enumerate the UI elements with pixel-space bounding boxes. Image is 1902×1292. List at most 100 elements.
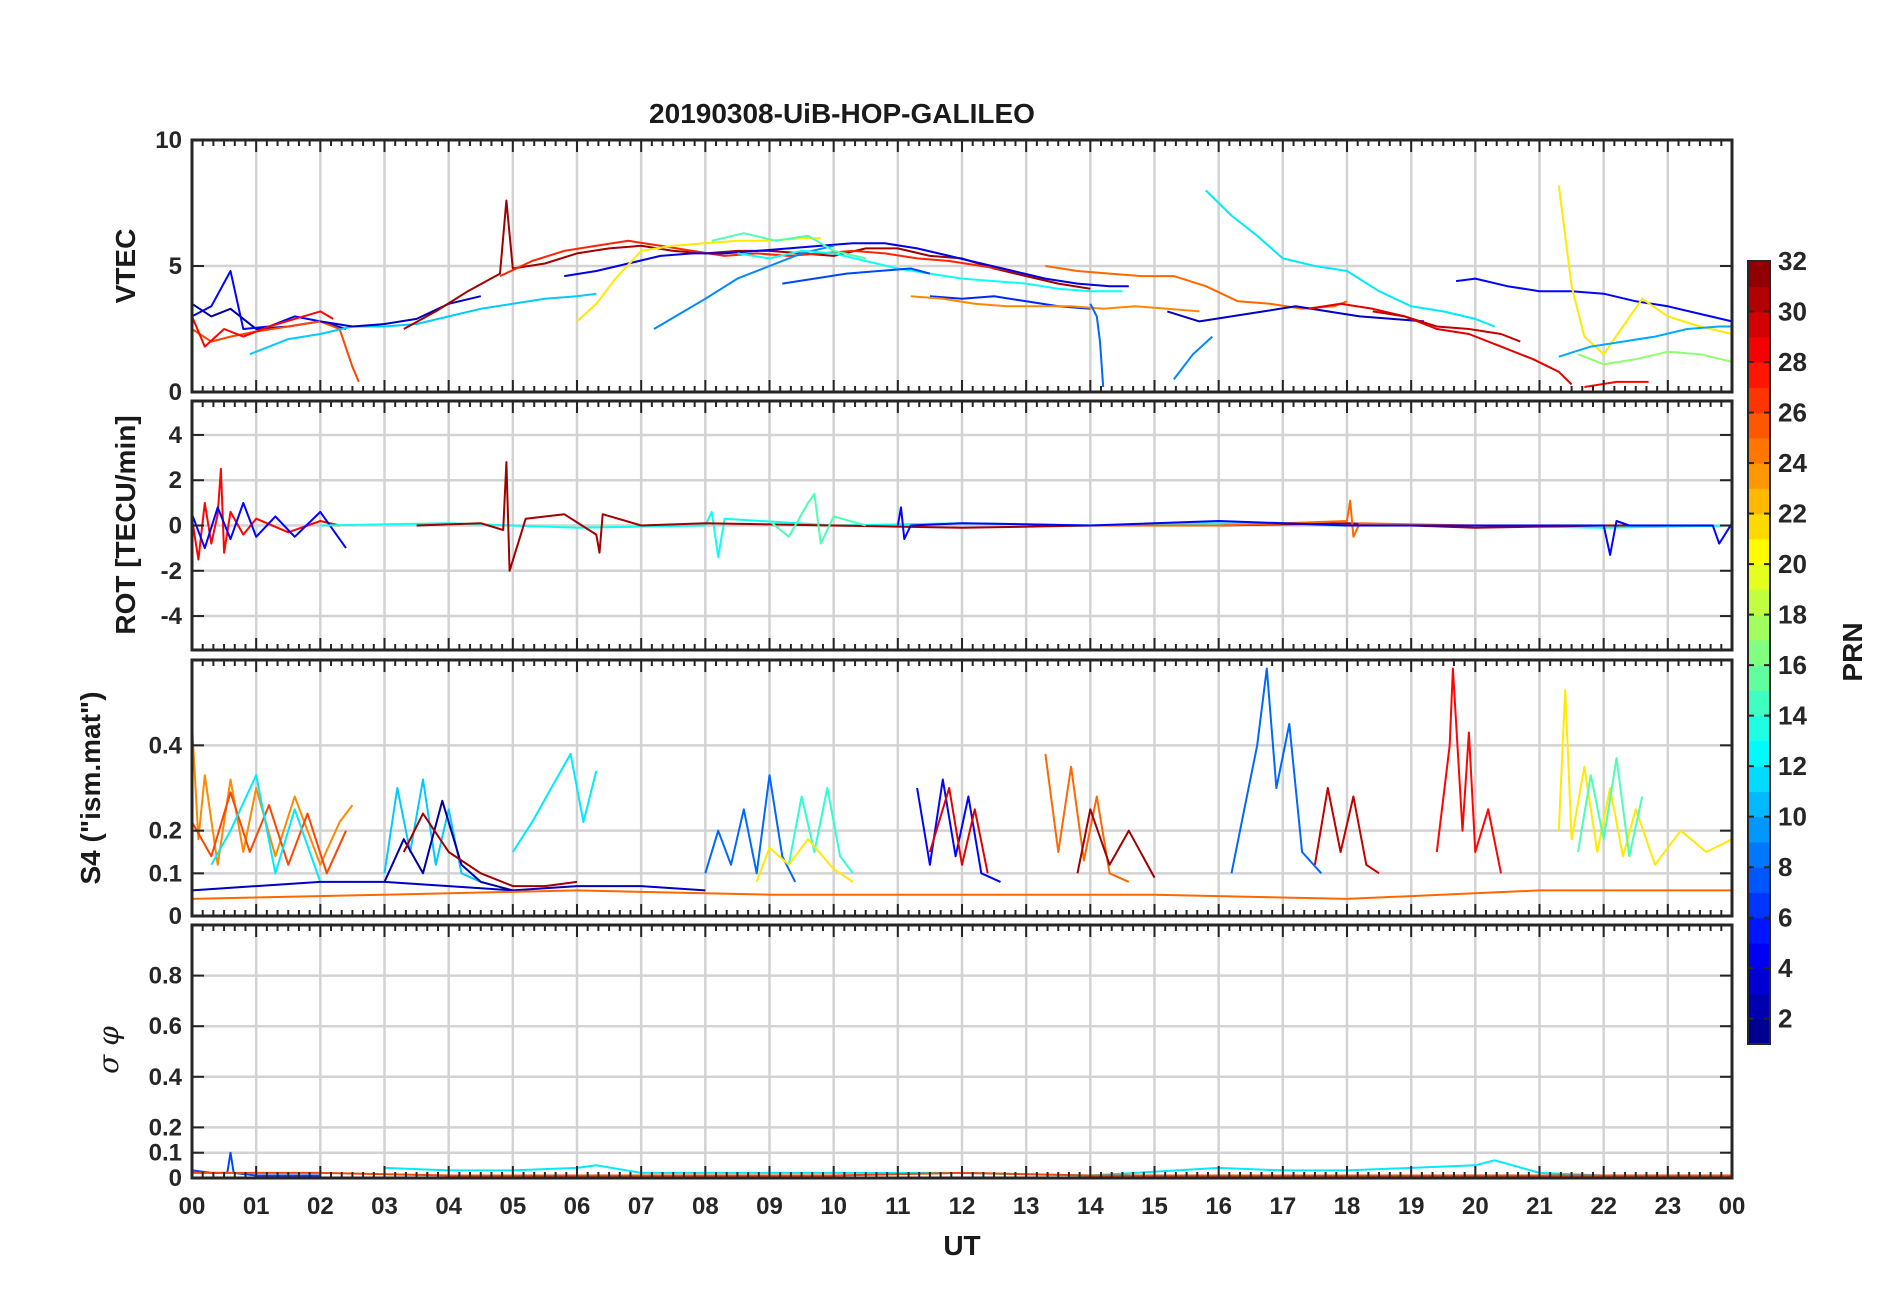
y-tick-label: 0.8 [149, 963, 182, 990]
y-tick-label: 0 [169, 1165, 182, 1192]
series-line-prn-31 [416, 461, 1668, 572]
series-line-prn-9 [653, 244, 834, 330]
x-tick-label: 13 [1013, 1193, 1040, 1220]
panel-2: -4 -2 0 2 4 ROT [TECU/min] [110, 399, 1734, 652]
x-tick-label: 05 [499, 1193, 526, 1220]
colorbar-segment [1748, 412, 1770, 439]
y-axis-label: S4 ("ism.mat") [75, 691, 106, 884]
colorbar-segment [1748, 766, 1770, 793]
series-line-prn-12 [1205, 189, 1495, 328]
series-line-prn-3 [191, 880, 706, 892]
series-line-prn-3 [320, 295, 482, 328]
colorbar-segment [1748, 740, 1770, 767]
colorbar-segment [1748, 589, 1770, 616]
colorbar-segment [1748, 968, 1770, 995]
colorbar-tick-label: 14 [1778, 701, 1807, 731]
x-tick-label: 22 [1590, 1193, 1617, 1220]
series-line-prn-26 [191, 791, 347, 875]
colorbar-tick-label: 12 [1778, 751, 1807, 781]
colorbar-tick-label: 20 [1778, 549, 1807, 579]
y-axis-label: ROT [TECU/min] [110, 415, 141, 634]
colorbar-segment [1748, 261, 1770, 287]
colorbar-segment [1748, 614, 1770, 641]
x-axis-label: UT [943, 1230, 980, 1261]
colorbar-segment [1748, 538, 1770, 565]
series-line-prn-10 [1558, 325, 1732, 358]
colorbar-segment [1748, 791, 1770, 818]
series-line-prn-25 [1044, 753, 1130, 883]
x-tick-label: 12 [949, 1193, 976, 1220]
series-line-prn-17 [1577, 350, 1733, 366]
colorbar-segment [1748, 841, 1770, 868]
x-tick-label: 02 [307, 1193, 334, 1220]
x-tick-label: 16 [1205, 1193, 1232, 1220]
x-tick-label: 17 [1269, 1193, 1296, 1220]
x-tick-label: 15 [1141, 1193, 1168, 1220]
series-group [191, 461, 1733, 572]
y-tick-label: -2 [161, 558, 182, 585]
colorbar-segment [1748, 387, 1770, 414]
series-line-prn-21b [1557, 185, 1733, 356]
colorbar-segment [1748, 867, 1770, 894]
chart-title: 20190308-UiB-HOP-GALILEO [649, 98, 1035, 129]
y-axis-label: σ φ [92, 1026, 125, 1074]
x-tick-label: 23 [1654, 1193, 1681, 1220]
panel-frame [190, 399, 1734, 652]
x-tick-label: 01 [243, 1193, 270, 1220]
series-group [191, 667, 1733, 900]
series-line-prn-15 [1577, 757, 1644, 858]
series-group [191, 185, 1733, 388]
series-line-prn-30 [1372, 310, 1521, 343]
colorbar-tick-label: 26 [1778, 398, 1807, 428]
x-tick-label: 09 [756, 1193, 783, 1220]
colorbar-segment [1748, 488, 1770, 515]
series-line-prn-12b [511, 752, 598, 853]
y-axis-label: VTEC [110, 229, 141, 304]
series-line-prn-15 [768, 492, 867, 545]
colorbar-tick-label: 16 [1778, 650, 1807, 680]
series-line-prn-5 [191, 270, 347, 330]
series-line-prn-31 [402, 812, 578, 888]
series-line-prn-12 [210, 774, 322, 883]
y-tick-label: 0.6 [149, 1013, 182, 1040]
series-line-prn-28 [191, 467, 340, 561]
colorbar-segment [1748, 437, 1770, 464]
y-tick-label: 0.1 [149, 860, 182, 887]
series-line-prn-2 [383, 799, 514, 892]
colorbar-tick-label: 4 [1778, 953, 1793, 983]
panel-frame [190, 923, 1734, 1180]
x-tick-label: 07 [628, 1193, 655, 1220]
series-line-prn-5b [1455, 277, 1733, 323]
y-tick-label: 0.1 [149, 1140, 182, 1167]
series-line-prn-24 [910, 295, 1200, 313]
y-tick-label: 0.4 [149, 1064, 183, 1091]
colorbar-tick-label: 32 [1778, 246, 1807, 276]
colorbar-segment [1748, 942, 1770, 969]
colorbar-tick-label: 24 [1778, 448, 1807, 478]
colorbar-frame [1747, 260, 1771, 1045]
panel-frame [190, 138, 1734, 394]
colorbar-segment [1748, 993, 1770, 1020]
x-tick-label: 14 [1077, 1193, 1104, 1220]
colorbar-tick-label: 8 [1778, 852, 1792, 882]
y-tick-label: 10 [155, 127, 182, 154]
series-line-prn-24 [191, 723, 354, 866]
x-tick-label: 06 [564, 1193, 591, 1220]
series-line-prn-29 [928, 787, 989, 874]
y-tick-label: -4 [161, 603, 183, 630]
colorbar-tick-label: 28 [1778, 347, 1807, 377]
series-line-prn-21b [1557, 688, 1733, 866]
x-tick-label: 21 [1526, 1193, 1553, 1220]
y-tick-label: 0 [169, 903, 182, 930]
y-tick-label: 0 [169, 379, 182, 406]
y-tick-label: 0 [169, 513, 182, 540]
series-line-prn-27 [499, 239, 1014, 278]
x-tick-label: 10 [820, 1193, 847, 1220]
y-tick-label: 4 [169, 422, 183, 449]
colorbar-segment [1748, 639, 1770, 666]
colorbar-segment [1748, 892, 1770, 919]
series-line-prn-28 [191, 310, 334, 348]
y-tick-label: 0.2 [149, 1114, 182, 1141]
